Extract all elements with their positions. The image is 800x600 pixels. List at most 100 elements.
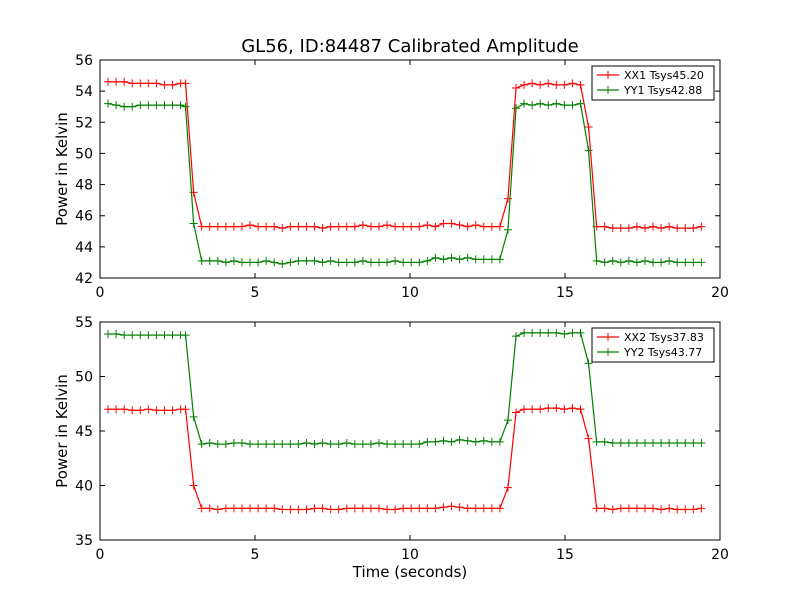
data-point-marker: [415, 258, 424, 267]
data-point-marker: [640, 256, 649, 265]
data-point-marker: [439, 255, 448, 264]
data-point-marker: [399, 440, 408, 449]
data-point-marker: [528, 101, 537, 110]
data-point-marker: [168, 331, 177, 340]
data-point-marker: [616, 224, 625, 233]
x-tick-label: 10: [401, 285, 419, 301]
bottom-chart-panel: 0 5 10 15 20 35 40 45 50 55 Power in Kelvin Time (s…: [53, 315, 729, 581]
data-point-marker: [278, 224, 287, 233]
data-point-marker: [326, 505, 335, 514]
data-point-marker: [286, 505, 295, 514]
y-tick-label: 56: [75, 53, 93, 69]
legend-label: XX2 Tsys37.83: [624, 331, 704, 344]
data-point-marker: [128, 102, 137, 111]
data-point-marker: [221, 258, 230, 267]
data-point-marker: [407, 222, 416, 231]
data-point-marker: [463, 436, 472, 445]
data-point-marker: [415, 440, 424, 449]
data-point-marker: [689, 438, 698, 447]
x-tick-label: 5: [251, 285, 260, 301]
data-point-marker: [262, 222, 271, 231]
data-point-marker: [128, 406, 137, 415]
data-point-marker: [495, 504, 504, 513]
data-point-marker: [120, 331, 129, 340]
data-point-marker: [144, 331, 153, 340]
data-point-marker: [197, 440, 206, 449]
data-point-marker: [375, 258, 383, 267]
data-point-marker: [423, 437, 432, 446]
data-point-marker: [560, 101, 569, 110]
data-point-marker: [608, 224, 617, 233]
x-tick-label: 20: [711, 547, 729, 563]
data-point-marker: [431, 504, 440, 513]
data-point-marker: [439, 436, 448, 445]
data-point-marker: [512, 104, 521, 113]
data-point-marker: [181, 102, 190, 111]
data-point-marker: [423, 221, 432, 230]
legend-item: XX1 Tsys45.20: [597, 69, 704, 82]
data-point-marker: [152, 101, 161, 110]
y-tick-label: 35: [75, 533, 93, 549]
data-point-marker: [318, 258, 327, 267]
data-point-marker: [576, 328, 585, 337]
data-point-marker: [657, 505, 666, 514]
data-point-marker: [681, 438, 690, 447]
data-point-marker: [447, 437, 456, 446]
data-point-marker: [213, 505, 222, 514]
data-point-marker: [334, 222, 343, 231]
data-point-marker: [197, 504, 206, 513]
data-point-marker: [262, 504, 271, 513]
data-point-marker: [528, 405, 537, 414]
data-point-marker: [399, 222, 408, 231]
data-point-marker: [592, 256, 601, 265]
data-point-marker: [463, 222, 472, 231]
data-point-marker: [213, 222, 222, 231]
data-point-marker: [455, 435, 464, 444]
data-point-marker: [608, 438, 617, 447]
data-point-marker: [552, 404, 561, 413]
data-point-marker: [213, 256, 222, 265]
data-point-marker: [503, 225, 512, 234]
legend-label: XX1 Tsys45.20: [624, 69, 704, 82]
data-point-marker: [278, 259, 287, 268]
data-point-marker: [487, 504, 496, 513]
data-point-marker: [600, 504, 609, 513]
data-point-marker: [375, 504, 383, 513]
data-point-marker: [536, 99, 545, 108]
data-point-marker: [104, 77, 113, 86]
data-point-marker: [294, 440, 303, 449]
data-point-marker: [112, 77, 121, 86]
data-point-marker: [128, 331, 137, 340]
data-point-marker: [342, 222, 351, 231]
data-point-marker: [552, 80, 561, 89]
data-point-marker: [205, 504, 214, 513]
y-tick-label: 48: [75, 178, 93, 194]
data-point-marker: [520, 99, 529, 108]
series-yy1: [104, 99, 706, 268]
data-point-marker: [112, 329, 121, 338]
data-point-marker: [358, 256, 367, 265]
data-point-marker: [229, 256, 238, 265]
data-point-marker: [536, 328, 545, 337]
legend-item: YY2 Tsys43.77: [597, 346, 702, 359]
data-point-marker: [439, 219, 448, 228]
data-point-marker: [310, 256, 319, 265]
data-point-marker: [342, 438, 351, 447]
data-point-marker: [366, 258, 375, 267]
data-point-marker: [576, 405, 585, 414]
data-point-marker: [112, 405, 121, 414]
data-point-marker: [189, 412, 198, 421]
data-point-marker: [632, 258, 641, 267]
data-point-marker: [205, 438, 214, 447]
data-point-marker: [221, 504, 230, 513]
data-point-marker: [246, 258, 255, 267]
data-point-marker: [584, 146, 593, 155]
data-point-marker: [270, 222, 279, 231]
data-point-marker: [237, 438, 246, 447]
data-point-marker: [168, 80, 177, 89]
data-point-marker: [246, 504, 255, 513]
data-point-marker: [624, 504, 633, 513]
data-point-marker: [286, 440, 295, 449]
data-point-marker: [479, 255, 488, 264]
data-point-marker: [383, 440, 392, 449]
